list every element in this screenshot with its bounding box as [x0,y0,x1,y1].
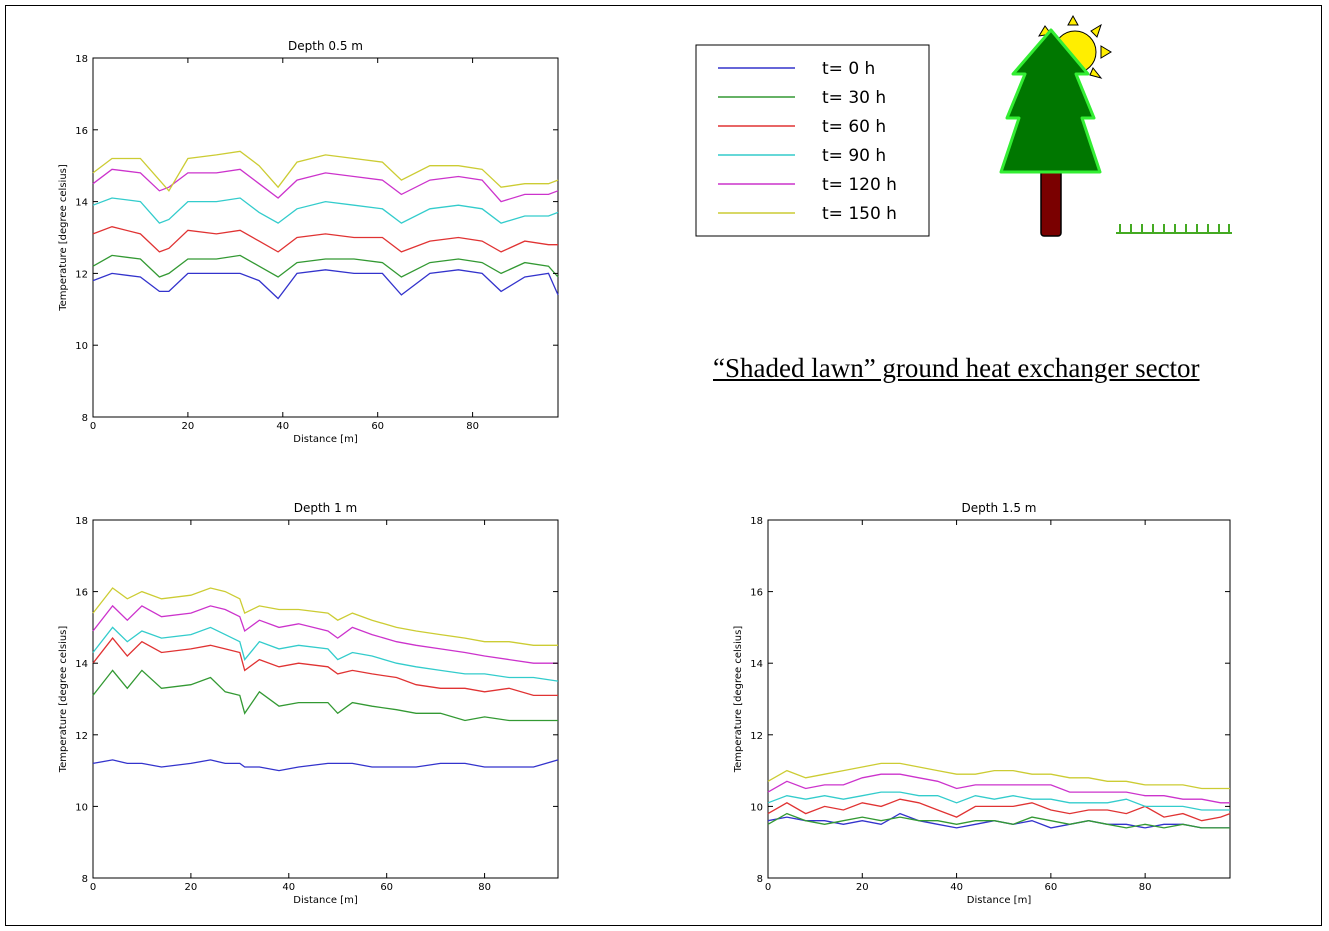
x-axis-label: Distance [m] [293,434,358,445]
chart-panel: 0 20 40 60 80 8 10 12 14 16 18 Depth 1.5 m Distance … [733,501,1231,906]
figure-frame [5,5,1322,926]
y-tick-label: 16 [75,588,88,599]
y-axis-label: Temperature [degree celsius] [58,626,69,774]
series-line [767,773,1230,804]
y-tick-label: 16 [75,126,88,137]
y-tick-label: 12 [750,731,763,742]
series-line [92,226,558,253]
chart-panel: 0 20 40 60 80 8 10 12 14 16 18 Depth 1 m Distance [m… [58,501,559,906]
y-tick-label: 12 [75,731,88,742]
x-tick-label: 80 [466,421,479,432]
x-tick-label: 40 [276,421,289,432]
x-tick-label: 60 [1044,882,1057,893]
x-axis-label: Distance [m] [967,895,1032,906]
y-tick-label: 14 [750,659,763,670]
y-tick-label: 10 [75,802,88,813]
chart-title: Depth 1 m [294,501,358,515]
series-line [92,197,559,224]
x-tick-label: 60 [371,421,384,432]
series-line [92,637,558,697]
x-tick-label: 60 [380,882,393,893]
y-axis-label: Temperature [degree celsius] [733,626,744,774]
series-line [92,269,559,300]
x-tick-label: 40 [950,882,963,893]
y-tick-label: 8 [82,413,88,424]
x-tick-label: 20 [185,882,198,893]
plot-area [92,519,559,879]
y-tick-label: 14 [75,659,88,670]
x-tick-label: 0 [90,882,96,893]
x-tick-label: 40 [282,882,295,893]
y-tick-label: 18 [75,516,88,527]
series-line [767,798,1231,822]
plot-area [767,519,1231,879]
series-line [92,604,558,664]
x-tick-label: 80 [478,882,491,893]
y-axis-label: Temperature [degree celsius] [58,164,69,312]
series-line [767,791,1230,811]
x-tick-label: 0 [90,421,96,432]
series-line [92,254,559,278]
y-tick-label: 18 [75,54,88,65]
x-tick-label: 20 [182,421,195,432]
x-tick-label: 0 [765,882,771,893]
plot-area [92,57,559,418]
y-tick-label: 14 [75,198,88,209]
y-tick-label: 10 [750,802,763,813]
y-tick-label: 8 [82,874,88,885]
y-tick-label: 8 [757,874,763,885]
x-axis-label: Distance [m] [293,895,358,906]
chart-title: Depth 1.5 m [962,501,1037,515]
series-line [92,626,559,682]
series-line [92,587,558,646]
chart-panel: 0 20 40 60 80 8 10 12 14 16 18 Depth 0.5 m Distance … [58,39,559,445]
series-line [92,759,559,772]
y-tick-label: 12 [75,269,88,280]
series-line [92,168,559,203]
chart-title: Depth 0.5 m [288,39,363,53]
y-tick-label: 10 [75,341,88,352]
series-line [92,150,559,192]
y-tick-label: 16 [750,588,763,599]
x-tick-label: 20 [856,882,869,893]
series-line [767,812,1230,829]
series-line [767,762,1230,790]
x-tick-label: 80 [1139,882,1152,893]
sector-caption: “Shaded lawn” ground heat exchanger sect… [713,353,1200,383]
series-line [92,669,558,722]
y-tick-label: 18 [750,516,763,527]
